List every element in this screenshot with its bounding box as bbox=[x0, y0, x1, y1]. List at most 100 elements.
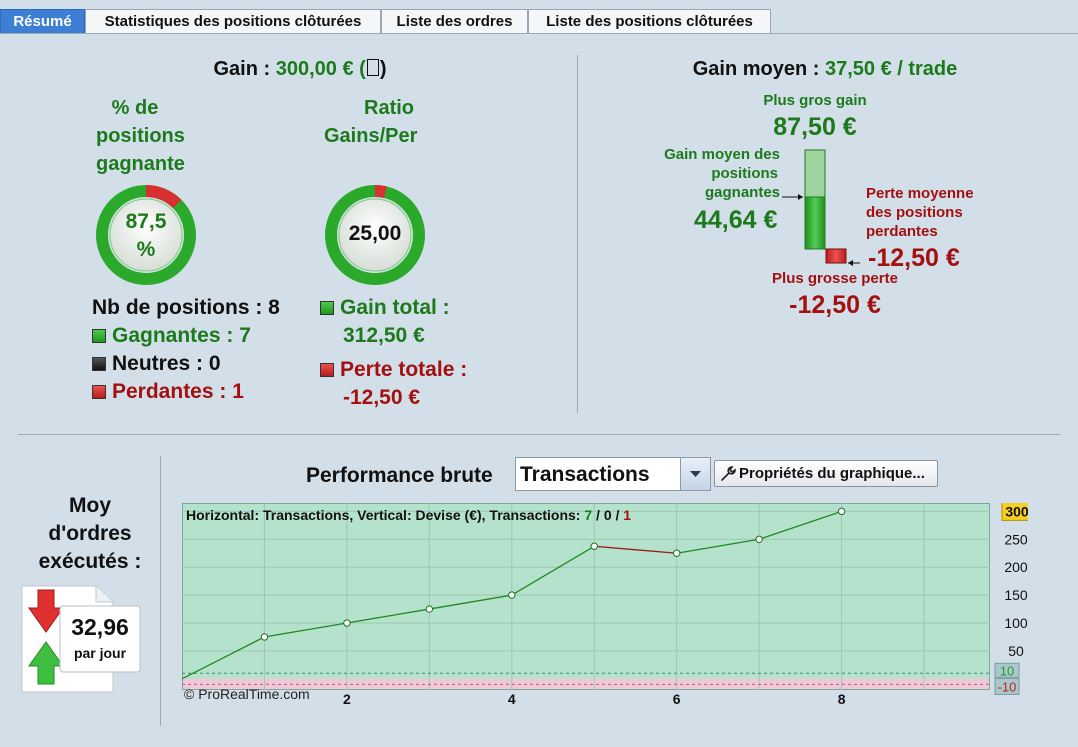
loss-total-square-icon bbox=[320, 363, 334, 377]
max-gain-label: Plus gros gain bbox=[763, 92, 867, 109]
gain-summary: Gain : 300,00 € () bbox=[170, 58, 430, 81]
tab-liste-ordres[interactable]: Liste des ordres bbox=[381, 9, 528, 33]
positions-block: Nb de positions : 8 Gagnantes : 7 Neutre… bbox=[92, 294, 280, 406]
x-tick-label: 2 bbox=[343, 691, 351, 705]
perf-select-value: Transactions bbox=[520, 463, 650, 486]
perf-select[interactable]: Transactions bbox=[515, 457, 711, 491]
chart-info-sep2: / bbox=[611, 507, 624, 523]
chart-point bbox=[755, 535, 763, 543]
avg-win-label-l2: positions bbox=[711, 165, 778, 182]
chart-segment bbox=[264, 622, 348, 638]
chart-properties-button[interactable]: Propriétés du graphique... bbox=[714, 460, 938, 487]
max-gain-bar bbox=[804, 149, 826, 198]
chart-info-loss: 1 bbox=[623, 507, 632, 523]
chart-copyright: © ProRealTime.com bbox=[184, 686, 310, 702]
max-loss-value: -12,50 € bbox=[789, 291, 881, 319]
gain-label: Gain : bbox=[213, 58, 276, 80]
chart-segment bbox=[182, 636, 265, 680]
avg-win-label-l1: Gain moyen des bbox=[664, 146, 780, 163]
avg-win-bar bbox=[804, 196, 826, 250]
y-tick-label: 250 bbox=[1004, 531, 1028, 547]
chart-segment bbox=[594, 545, 677, 554]
losers-square-icon bbox=[92, 385, 106, 399]
chart-point bbox=[672, 549, 681, 557]
win-pct-value: 87,5 % bbox=[94, 208, 198, 264]
vertical-divider-bottom bbox=[160, 456, 161, 726]
ratio-title-l1: Ratio bbox=[364, 97, 414, 119]
positions-neutral: Neutres : 0 bbox=[112, 352, 221, 375]
positions-losers: Perdantes : 1 bbox=[112, 380, 244, 403]
x-tick-label: 6 bbox=[673, 691, 681, 705]
gain-value: 300,00 € ( bbox=[275, 58, 366, 80]
max-gain-value: 87,50 € bbox=[773, 113, 857, 141]
avg-win-label: Gain moyen des positions gagnantes bbox=[640, 145, 780, 202]
gain-tail: ) bbox=[379, 58, 387, 80]
positions-winners: Gagnantes : 7 bbox=[112, 324, 251, 347]
max-loss-label: Plus grosse perte bbox=[772, 270, 898, 287]
ratio-ring-red bbox=[325, 185, 425, 285]
ratio-value: 25,00 bbox=[348, 222, 402, 245]
avg-loss-value: -12,50 € bbox=[868, 244, 960, 272]
chevron-down-icon bbox=[690, 471, 701, 477]
chart-properties-label: Propriétés du graphique... bbox=[739, 465, 925, 482]
win-pct-title-l1: % de bbox=[111, 97, 159, 119]
chart-info-sep1: / bbox=[592, 507, 604, 523]
y-tick-label: 50 bbox=[1008, 643, 1024, 659]
vertical-divider bbox=[577, 55, 578, 413]
y-last-value-badge bbox=[1001, 503, 1028, 521]
win-pct-donut bbox=[96, 185, 196, 285]
ratio-title-l2: Gains/Per bbox=[324, 125, 418, 147]
avg-mini-bars bbox=[782, 149, 860, 266]
orders-value: 32,96 bbox=[71, 614, 129, 640]
orders-title-l2: d'ordres bbox=[48, 522, 132, 545]
chart-point bbox=[343, 619, 351, 627]
horizontal-divider bbox=[18, 434, 1060, 435]
tab-liste-positions[interactable]: Liste des positions clôturées bbox=[528, 9, 771, 33]
pos-marker: 10 bbox=[1000, 663, 1014, 678]
orders-title: Moy d'ordres exécutés : bbox=[30, 492, 150, 576]
win-pct-title-l3: gagnante bbox=[96, 153, 185, 175]
chart-info-prefix: Horizontal: Transactions, Vertical: Devi… bbox=[186, 507, 585, 523]
win-pct-value-l1: 87,5 bbox=[125, 210, 167, 233]
gain-total-value: 312,50 € bbox=[343, 324, 425, 347]
chart-segment bbox=[429, 594, 512, 610]
chart-info: Horizontal: Transactions, Vertical: Devi… bbox=[186, 507, 631, 523]
win-pct-title-l2: positions bbox=[96, 125, 185, 147]
totals-block: Gain total : 312,50 € Perte totale : -12… bbox=[320, 294, 467, 412]
tab-bar: Résumé Statistiques des positions clôtur… bbox=[0, 0, 1078, 34]
chart-segment bbox=[346, 608, 430, 624]
orders-doc-icon bbox=[21, 585, 141, 693]
chart-info-win: 7 bbox=[584, 507, 593, 523]
avg-gain-value: 37,50 € / trade bbox=[824, 58, 958, 80]
avg-loss-label-l2: des positions bbox=[866, 204, 963, 221]
dropdown-arrow-button[interactable] bbox=[680, 458, 710, 490]
ratio-donut bbox=[325, 185, 425, 285]
avg-loss-bar bbox=[825, 248, 847, 264]
tab-resume[interactable]: Résumé bbox=[0, 9, 85, 33]
orders-title-l1: Moy bbox=[69, 494, 111, 517]
x-tick-label: 4 bbox=[508, 691, 516, 705]
wrench-icon bbox=[721, 466, 736, 481]
chart-point bbox=[837, 507, 846, 516]
chart-point bbox=[508, 591, 516, 599]
pos-marker-badge bbox=[994, 662, 1020, 678]
chart-segment bbox=[511, 545, 595, 596]
chart-segment bbox=[676, 538, 760, 554]
gain-total-square-icon bbox=[320, 301, 334, 315]
chart-point bbox=[260, 633, 269, 641]
down-arrow-icon bbox=[28, 589, 64, 633]
avg-gain-summary: Gain moyen : 37,50 € / trade bbox=[600, 58, 1050, 81]
tab-statistiques[interactable]: Statistiques des positions clôturées bbox=[85, 9, 381, 33]
neutral-square-icon bbox=[92, 357, 106, 371]
neg-marker-badge bbox=[994, 677, 1020, 695]
loss-total-value: -12,50 € bbox=[343, 386, 421, 409]
avg-gain-label: Gain moyen : bbox=[692, 58, 825, 80]
chart-point bbox=[425, 605, 434, 613]
positions-count: Nb de positions : 8 bbox=[92, 296, 280, 319]
chart-info-neutral: 0 bbox=[603, 507, 612, 523]
loss-total-label: Perte totale : bbox=[340, 358, 468, 381]
x-tick-label: 8 bbox=[838, 691, 846, 705]
win-pct-title: % de positions gagnante bbox=[80, 94, 190, 178]
win-pct-value-l2: % bbox=[136, 238, 156, 261]
